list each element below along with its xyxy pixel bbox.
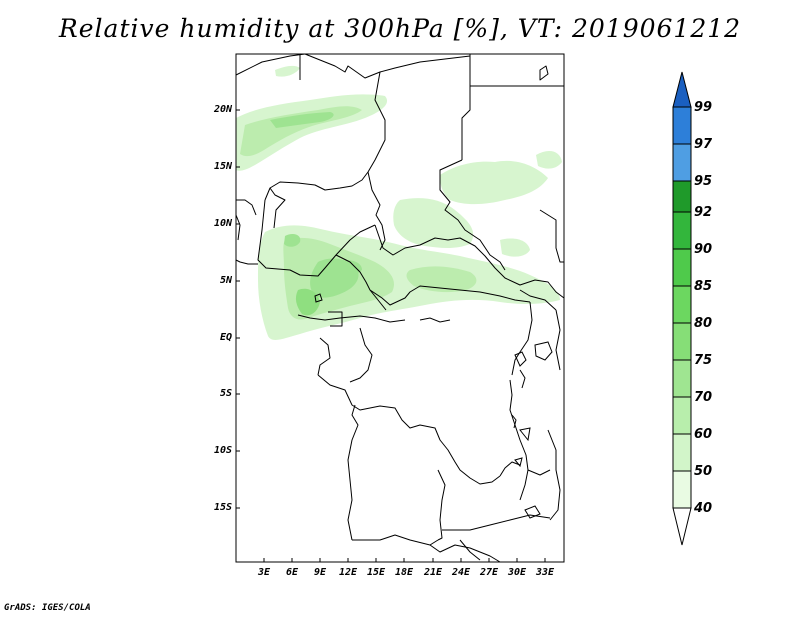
- map-frame: [235, 53, 565, 563]
- lon-label-6e: 6E: [285, 567, 299, 578]
- colorbar-label-92: 92: [694, 205, 713, 220]
- lon-label-12e: 12E: [338, 567, 358, 578]
- colorbar-label-60: 60: [694, 427, 713, 442]
- lon-label-15e: 15E: [366, 567, 386, 578]
- lon-label-24e: 24E: [451, 567, 471, 578]
- lon-label-21e: 21E: [423, 567, 443, 578]
- lat-label-eq: EQ: [219, 332, 232, 343]
- lon-label-3e: 3E: [257, 567, 271, 578]
- colorbar-label-50: 50: [694, 464, 713, 479]
- lon-label-18e: 18E: [394, 567, 414, 578]
- colorbar-label-85: 85: [694, 279, 713, 294]
- colorbar-label-40: 40: [694, 501, 713, 516]
- lakes: [314, 293, 553, 519]
- humidity-shading: [236, 65, 562, 340]
- lat-label-10s: 10S: [213, 445, 232, 456]
- colorbar-top-triangle: [672, 71, 692, 108]
- colorbar-label-80: 80: [694, 316, 713, 331]
- colorbar-label-90: 90: [694, 242, 713, 257]
- colorbar-bottom-triangle: [672, 507, 692, 546]
- lon-label-33e: 33E: [535, 567, 555, 578]
- axis-ticks: [236, 109, 546, 562]
- country-boundaries: [235, 53, 565, 563]
- colorbar: [672, 71, 692, 546]
- lat-label-5n: 5N: [219, 275, 232, 286]
- colorbar-label-99: 99: [694, 100, 713, 115]
- lat-label-20n: 20N: [213, 104, 232, 115]
- colorbar-label-75: 75: [694, 353, 713, 368]
- lat-label-5s: 5S: [219, 388, 232, 399]
- colorbar-label-95: 95: [694, 174, 713, 189]
- colorbar-label-97: 97: [694, 137, 713, 152]
- lat-label-15n: 15N: [213, 161, 232, 172]
- lon-label-9e: 9E: [313, 567, 327, 578]
- chart-title: Relative humidity at 300hPa [%], VT: 201…: [58, 14, 742, 43]
- lon-label-30e: 30E: [507, 567, 527, 578]
- lat-label-15s: 15S: [213, 502, 232, 513]
- lat-label-10n: 10N: [213, 218, 232, 229]
- colorbar-label-70: 70: [694, 390, 713, 405]
- credit-text: GrADS: IGES/COLA: [4, 603, 91, 613]
- lon-label-27e: 27E: [479, 567, 499, 578]
